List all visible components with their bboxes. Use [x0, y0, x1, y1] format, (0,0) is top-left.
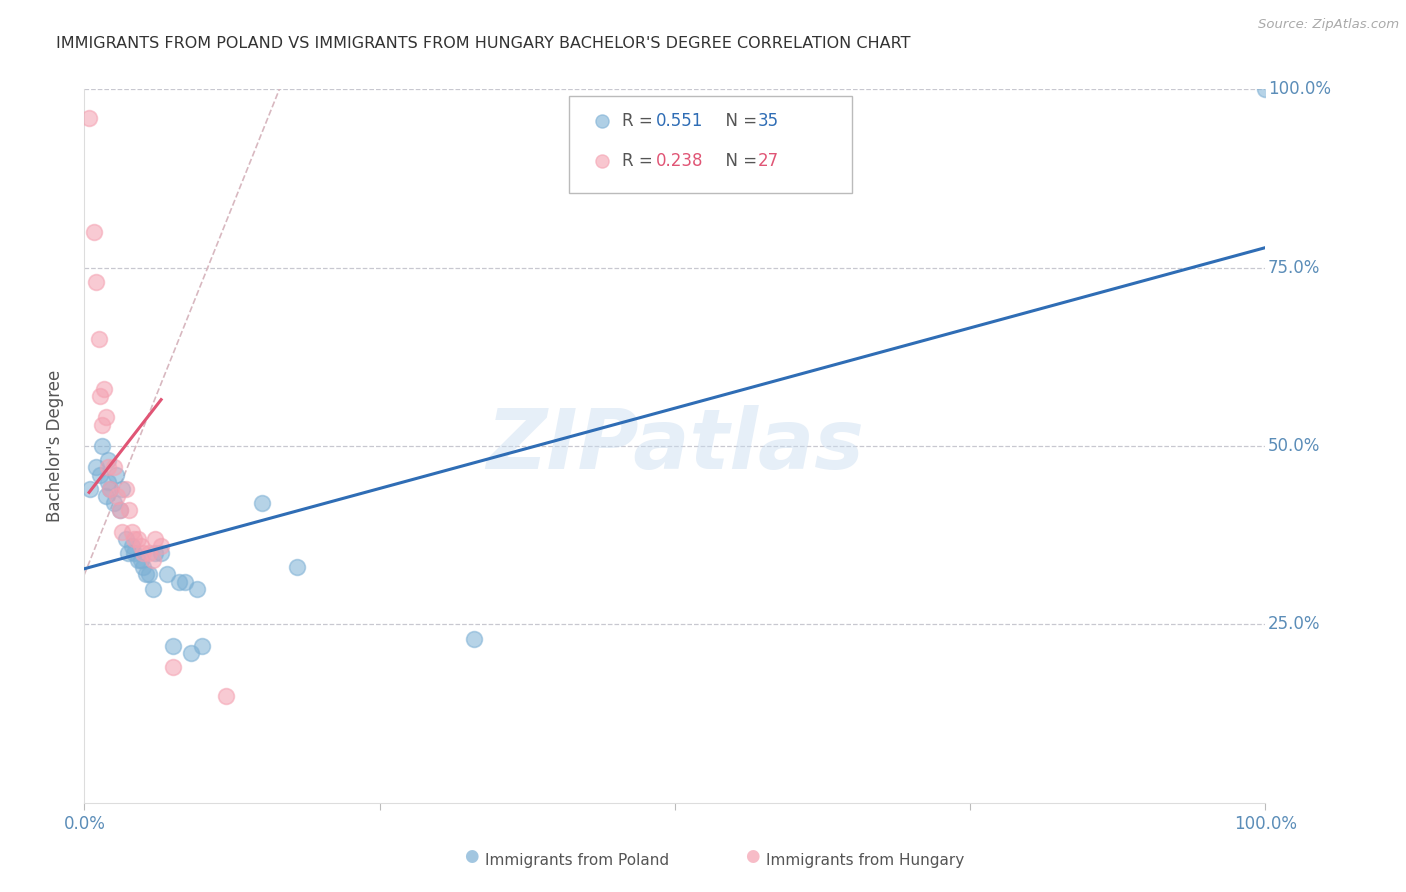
Point — [98, 482, 121, 496]
Point — [98, 482, 121, 496]
Point — [127, 553, 149, 567]
Point — [129, 553, 152, 567]
Point — [89, 467, 111, 482]
Point — [127, 532, 149, 546]
Text: 0.238: 0.238 — [657, 152, 703, 169]
Point — [138, 567, 160, 582]
Text: 0.551: 0.551 — [657, 112, 703, 130]
Text: 35: 35 — [758, 112, 779, 130]
Point — [150, 546, 173, 560]
Point — [129, 539, 152, 553]
Point — [91, 417, 114, 432]
Point — [108, 503, 131, 517]
Point — [97, 460, 120, 475]
Text: IMMIGRANTS FROM POLAND VS IMMIGRANTS FROM HUNGARY BACHELOR'S DEGREE CORRELATION : IMMIGRANTS FROM POLAND VS IMMIGRANTS FRO… — [56, 36, 911, 51]
Text: R =: R = — [621, 112, 658, 130]
Point — [103, 460, 125, 475]
Point — [117, 546, 139, 560]
Point — [94, 489, 117, 503]
Point — [94, 410, 117, 425]
Text: ●: ● — [745, 847, 759, 865]
Text: 27: 27 — [758, 152, 779, 169]
Point — [135, 567, 157, 582]
Point — [250, 496, 273, 510]
Point — [143, 546, 166, 560]
Point — [114, 482, 136, 496]
Point — [180, 646, 202, 660]
Point — [143, 532, 166, 546]
Point — [285, 560, 308, 574]
Point — [121, 539, 143, 553]
Point — [83, 225, 105, 239]
Point — [87, 332, 110, 346]
Point — [89, 389, 111, 403]
Text: Source: ZipAtlas.com: Source: ZipAtlas.com — [1258, 18, 1399, 31]
Point — [111, 524, 134, 539]
Point — [132, 560, 155, 574]
Point — [97, 453, 120, 467]
Point — [91, 439, 114, 453]
Point — [215, 689, 238, 703]
Text: 50.0%: 50.0% — [1268, 437, 1320, 455]
Text: ●: ● — [464, 847, 478, 865]
Point — [107, 489, 129, 503]
Point — [77, 111, 100, 125]
Text: N =: N = — [716, 152, 762, 169]
Point — [122, 532, 145, 546]
Point — [138, 546, 160, 560]
Point — [156, 567, 179, 582]
Text: 25.0%: 25.0% — [1268, 615, 1320, 633]
Point — [463, 632, 485, 646]
Point — [150, 539, 173, 553]
Text: Immigrants from Hungary: Immigrants from Hungary — [766, 854, 965, 868]
Text: R =: R = — [621, 152, 658, 169]
Point — [122, 546, 145, 560]
Text: 100.0%: 100.0% — [1268, 80, 1330, 98]
Point — [167, 574, 190, 589]
Point — [114, 532, 136, 546]
Point — [93, 382, 115, 396]
Point — [132, 546, 155, 560]
Text: ZIPatlas: ZIPatlas — [486, 406, 863, 486]
Point — [591, 114, 613, 128]
Point — [84, 275, 107, 289]
Point — [591, 153, 613, 168]
Point — [118, 503, 141, 517]
Point — [142, 553, 165, 567]
Point — [97, 475, 120, 489]
Text: 75.0%: 75.0% — [1268, 259, 1320, 277]
Point — [173, 574, 195, 589]
Text: Immigrants from Poland: Immigrants from Poland — [485, 854, 669, 868]
Point — [191, 639, 214, 653]
Point — [121, 524, 143, 539]
Point — [103, 496, 125, 510]
FancyBboxPatch shape — [568, 96, 852, 193]
Text: N =: N = — [716, 112, 762, 130]
Point — [108, 503, 131, 517]
Point — [84, 460, 107, 475]
Point — [162, 639, 184, 653]
Y-axis label: Bachelor's Degree: Bachelor's Degree — [45, 370, 63, 522]
Point — [111, 482, 134, 496]
Point — [1254, 82, 1277, 96]
Point — [162, 660, 184, 674]
Point — [105, 467, 128, 482]
Point — [79, 482, 101, 496]
Point — [186, 582, 208, 596]
Point — [142, 582, 165, 596]
